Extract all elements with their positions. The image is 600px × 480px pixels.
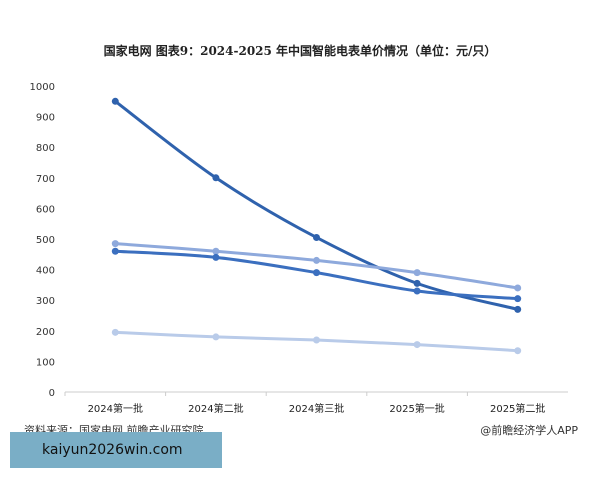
data-point: [413, 269, 421, 277]
y-tick-label: 400: [36, 266, 55, 277]
chart-title: 国家电网 图表9：2024-2025 年中国智能电表单价情况（单位：元/只）: [103, 44, 497, 58]
y-tick-label: 700: [36, 174, 55, 185]
data-point: [212, 174, 220, 182]
y-tick-label: 200: [36, 327, 55, 338]
data-point: [514, 284, 522, 292]
y-tick-label: 0: [49, 388, 55, 399]
data-point: [111, 97, 119, 105]
watermark-banner[interactable]: kaiyun2026win.com: [10, 432, 222, 468]
data-point: [514, 305, 522, 313]
series-line-1: [115, 242, 518, 290]
credit-note: @前瞻经济学人APP: [480, 424, 578, 437]
y-tick-label: 100: [36, 357, 55, 368]
line-chart: 0 100 200 300 400 500 600 700 800 900 1000 2024第一批 2…: [30, 82, 568, 415]
y-tick-label: 300: [36, 296, 55, 307]
x-tick-label: 2024第三批: [289, 402, 344, 415]
x-tick-label: 2025第二批: [490, 402, 545, 415]
data-point: [111, 328, 119, 336]
data-point: [514, 295, 522, 303]
data-point: [212, 253, 220, 261]
data-point: [111, 247, 119, 255]
data-point: [413, 341, 421, 349]
data-point: [313, 233, 320, 241]
data-point: [111, 240, 119, 248]
x-tick-label: 2024第二批: [188, 402, 243, 415]
data-point: [413, 279, 421, 287]
data-point: [413, 287, 421, 295]
y-tick-label: 1000: [30, 82, 55, 93]
y-tick-label: 900: [36, 113, 55, 124]
data-point: [313, 269, 320, 277]
data-point: [313, 256, 320, 264]
y-tick-label: 600: [36, 204, 55, 215]
x-tick-label: 2025第一批: [389, 402, 444, 415]
x-tick-label: 2024第一批: [88, 402, 143, 415]
data-point: [212, 333, 220, 341]
data-point: [212, 247, 220, 255]
data-point: [313, 336, 320, 344]
y-tick-label: 800: [36, 143, 55, 154]
data-point: [514, 347, 522, 355]
y-tick-label: 500: [36, 235, 55, 246]
